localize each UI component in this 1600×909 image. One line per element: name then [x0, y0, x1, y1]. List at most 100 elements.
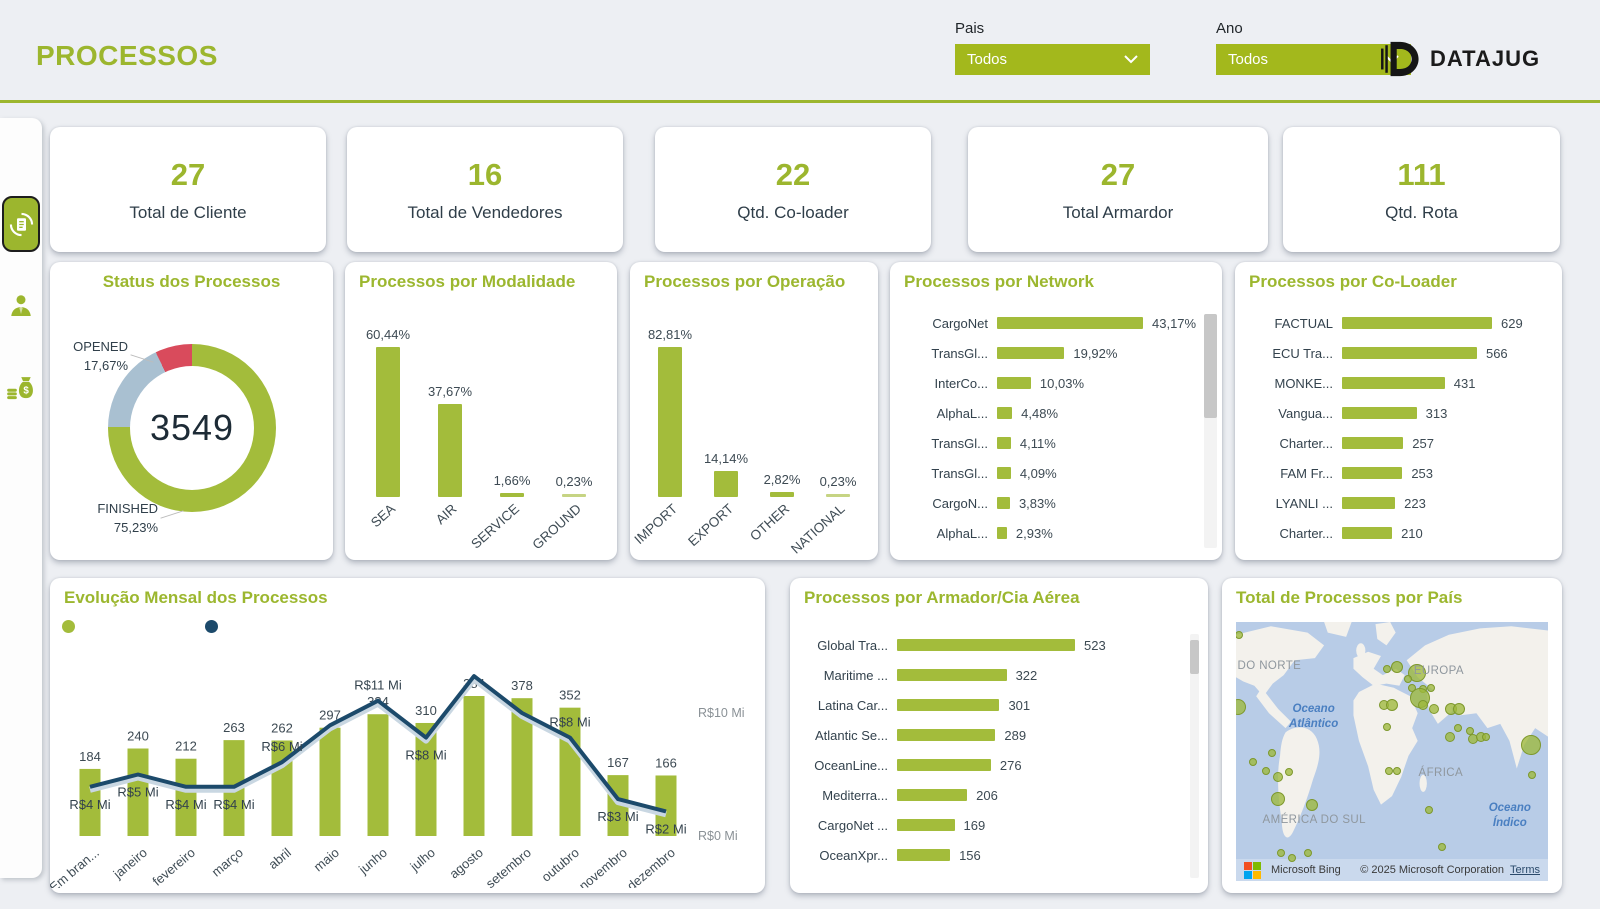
map-bubble[interactable] [1427, 684, 1435, 693]
barh-row[interactable]: LYANLI ... 223 [1245, 488, 1538, 518]
map-bubble[interactable] [1481, 733, 1490, 742]
barh-row[interactable]: Charter... 257 [1245, 428, 1538, 458]
barh-row[interactable]: Charter... 210 [1245, 518, 1538, 548]
bar-value-label: 240 [127, 729, 149, 744]
chart-title: Processos por Co-Loader [1249, 272, 1457, 291]
map-bubble[interactable] [1273, 772, 1284, 783]
map-terms-link[interactable]: Terms [1510, 864, 1540, 876]
map-bubble[interactable] [1418, 699, 1429, 710]
map-bubble[interactable] [1437, 843, 1446, 852]
filter-ano-dropdown[interactable]: Todos [1216, 44, 1411, 75]
column-import[interactable]: 82,81% IMPORT [631, 322, 692, 547]
scrollbar-thumb[interactable] [1190, 640, 1199, 674]
bar [714, 471, 738, 497]
sidebar-item-processos[interactable] [2, 196, 40, 252]
bar[interactable] [367, 714, 389, 836]
map-bubble[interactable] [1277, 848, 1286, 857]
barh-row[interactable]: MONKE... 431 [1245, 368, 1538, 398]
column-national[interactable]: 0,23% NATIONAL [789, 322, 857, 557]
map-bubble[interactable] [1271, 792, 1286, 807]
bar [897, 789, 968, 801]
value-label: 2,93% [1015, 525, 1053, 541]
coloader-barh-chart: FACTUAL 629 ECU Tra... 566 MONKE... 431 Vangua… [1245, 308, 1538, 548]
map-bubble[interactable] [1429, 703, 1440, 714]
column-export[interactable]: 14,14% EXPORT [685, 322, 748, 549]
bar[interactable] [415, 722, 437, 836]
map-bubble[interactable] [1288, 853, 1297, 862]
barh-row[interactable]: InterCo... 10,03% [900, 368, 1198, 398]
barh-row[interactable]: OceanXpr... 156 [800, 840, 1178, 870]
map-bubble[interactable] [1306, 798, 1319, 811]
barh-row[interactable]: AlphaL... 4,48% [900, 398, 1198, 428]
scrollbar-thumb[interactable] [1204, 314, 1217, 418]
category-label: AIR [433, 501, 461, 528]
barh-row[interactable]: TransGl... 4,09% [900, 458, 1198, 488]
map-bubble[interactable] [1403, 674, 1412, 683]
column-other[interactable]: 2,82% OTHER [747, 322, 801, 544]
bar[interactable] [175, 758, 197, 836]
status-donut-chart[interactable]: 3549 [108, 344, 276, 512]
armador-scrollbar[interactable] [1190, 634, 1199, 878]
sidebar-item-clientes[interactable] [2, 278, 40, 334]
barh-row[interactable]: FAM Fr... 253 [1245, 458, 1538, 488]
line-value-label: R$6 Mi [261, 739, 302, 754]
barh-row[interactable]: Maritime ... 322 [800, 660, 1178, 690]
barh-row[interactable]: TransGl... 4,11% [900, 428, 1198, 458]
barh-row[interactable]: Atlantic Se... 289 [800, 720, 1178, 750]
card-processos-operacao: Processos por Operação 82,81% IMPORT 14,14… [630, 262, 878, 560]
person-icon [11, 295, 31, 316]
barh-row[interactable]: CargoNet ... 169 [800, 810, 1178, 840]
map-bubble[interactable] [1285, 768, 1294, 777]
map-bubble[interactable] [1383, 722, 1392, 731]
line-series[interactable] [89, 674, 667, 814]
barh-row[interactable]: Global Tra... 523 [800, 630, 1178, 660]
category-label: maio [311, 845, 342, 875]
barh-row[interactable]: CargoN... 3,83% [900, 488, 1198, 518]
map-bubble[interactable] [1453, 724, 1462, 733]
map-bubble[interactable] [1249, 757, 1258, 766]
column-service[interactable]: 1,66% SERVICE [468, 322, 530, 552]
map-bubble[interactable] [1384, 766, 1393, 775]
map-bubble[interactable] [1528, 770, 1537, 779]
map-bubble[interactable] [1303, 848, 1312, 857]
barh-row[interactable]: AlphaL... 2,93% [900, 518, 1198, 548]
map-bubble[interactable] [1267, 748, 1276, 757]
value-label: 253 [1411, 465, 1434, 481]
bar[interactable] [319, 727, 341, 836]
map-bubble[interactable] [1236, 630, 1244, 639]
bar[interactable] [463, 696, 485, 836]
map-bubble[interactable] [1392, 766, 1401, 775]
value-label: 4,09% [1019, 465, 1057, 481]
value-label: 169 [963, 817, 986, 833]
map-bubble[interactable] [1444, 732, 1455, 743]
barh-row[interactable]: Mediterra... 206 [800, 780, 1178, 810]
barh-row[interactable]: CargoNet 43,17% [900, 308, 1198, 338]
map-bubble[interactable] [1386, 698, 1398, 711]
barh-row[interactable]: Vangua... 313 [1245, 398, 1538, 428]
column-air[interactable]: 37,67% AIR [428, 322, 472, 528]
network-scrollbar[interactable] [1204, 314, 1217, 548]
world-map[interactable]: Microsoft Bing © 2025 Microsoft Corporat… [1236, 622, 1548, 881]
bar[interactable] [511, 698, 533, 836]
map-bubble[interactable] [1520, 735, 1541, 756]
barh-row[interactable]: TransGl... 19,92% [900, 338, 1198, 368]
barh-row[interactable]: ECU Tra... 566 [1245, 338, 1538, 368]
category-label: NATIONAL [788, 501, 849, 557]
map-bubble[interactable] [1261, 766, 1270, 775]
barh-row[interactable]: Latina Car... 301 [800, 690, 1178, 720]
map-bubble[interactable] [1390, 661, 1403, 674]
column-sea[interactable]: 60,44% SEA [366, 322, 410, 530]
column-ground[interactable]: 0,23% GROUND [529, 322, 592, 552]
filter-pais-dropdown[interactable]: Todos [955, 44, 1150, 75]
map-bubble[interactable] [1425, 805, 1434, 814]
sidebar-item-financeiro[interactable]: $ [2, 360, 40, 416]
map-bubble[interactable] [1407, 663, 1426, 682]
money-bag-icon: $ [7, 377, 33, 400]
kpi-total-armador: 27 Total Armardor [968, 127, 1268, 252]
bar[interactable] [127, 748, 149, 837]
barh-row[interactable]: OceanLine... 276 [800, 750, 1178, 780]
barh-row[interactable]: FACTUAL 629 [1245, 308, 1538, 338]
map-bubble[interactable] [1453, 702, 1466, 715]
evolucao-combo-chart[interactable]: 184 (Em bran... 240 janeiro 212 fevereiro 263 m… [43, 636, 755, 898]
bar[interactable] [655, 775, 677, 836]
